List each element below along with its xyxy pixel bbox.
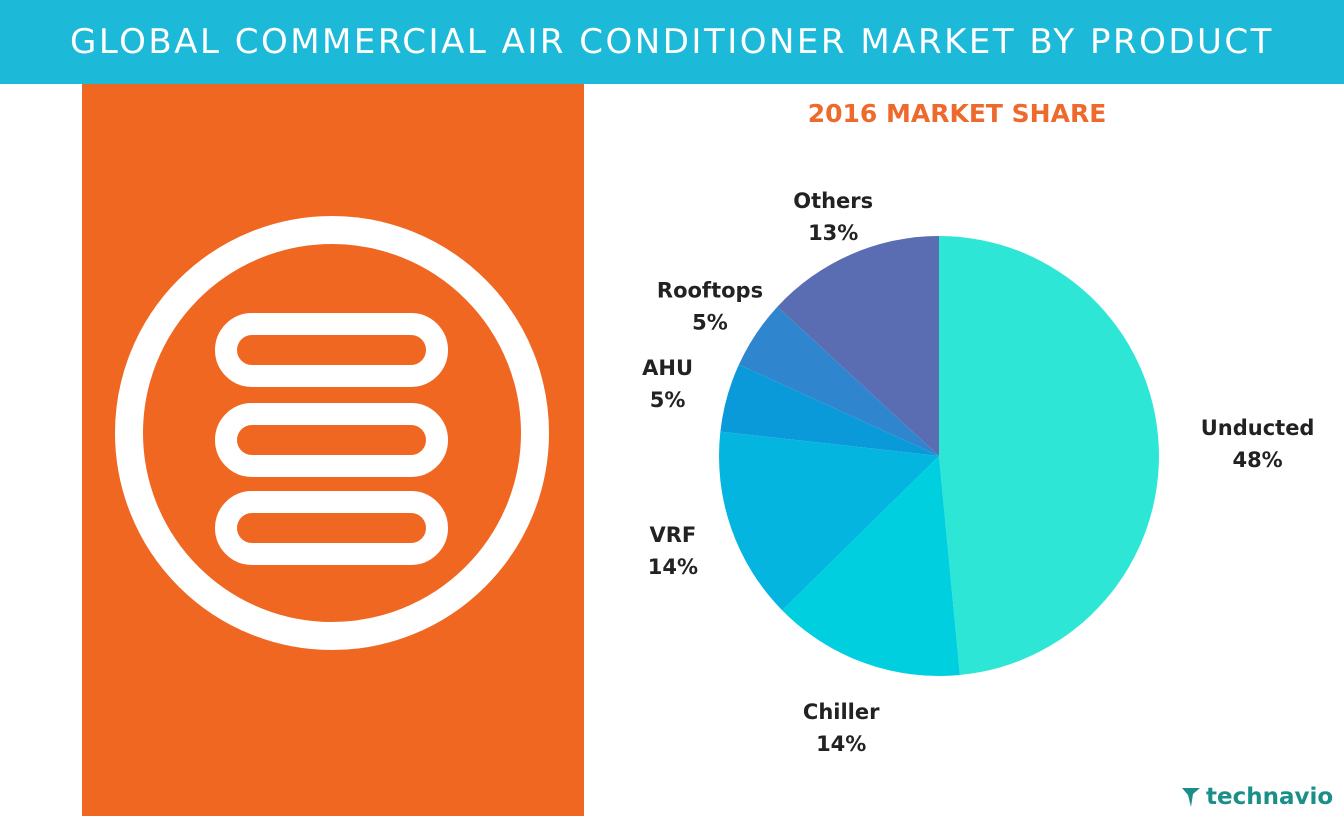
page-title: GLOBAL COMMERCIAL AIR CONDITIONER MARKET… <box>70 22 1274 62</box>
pie-slice-vrf <box>719 431 939 611</box>
air-conditioner-vent-icon <box>82 84 584 816</box>
slice-value-others: 13% <box>808 221 858 245</box>
pie-slice-ahu <box>720 364 939 456</box>
slice-value-vrf: 14% <box>648 555 698 579</box>
icon-panel <box>82 84 584 816</box>
slice-label-others: Others <box>793 189 873 213</box>
slice-label-unducted: Unducted <box>1201 416 1315 440</box>
slice-label-ahu: AHU <box>642 356 693 380</box>
pie-slice-unducted <box>939 236 1159 675</box>
slice-value-ahu: 5% <box>650 388 686 412</box>
pie-chart-area: 2016 MARKET SHARE Unducted 48% Chiller 14% V… <box>584 84 1344 816</box>
pie-slice-chiller <box>782 456 960 676</box>
slice-label-rooftops: Rooftops <box>657 279 763 303</box>
technavio-logo-icon <box>1182 788 1200 807</box>
pie-slice-rooftops <box>738 306 939 456</box>
pie-chart: 2016 MARKET SHARE Unducted 48% Chiller 14% V… <box>642 99 1315 756</box>
brand-name: technavio <box>1206 784 1334 810</box>
slice-label-chiller: Chiller <box>803 700 880 724</box>
slice-label-vrf: VRF <box>650 523 697 547</box>
technavio-logo: technavio <box>1180 782 1333 812</box>
header-bar: GLOBAL COMMERCIAL AIR CONDITIONER MARKET… <box>0 0 1344 84</box>
slice-value-rooftops: 5% <box>692 311 728 335</box>
slice-value-unducted: 48% <box>1232 448 1282 472</box>
pie-slice-others <box>777 236 939 456</box>
slice-value-chiller: 14% <box>816 732 866 756</box>
chart-title: 2016 MARKET SHARE <box>808 99 1107 128</box>
